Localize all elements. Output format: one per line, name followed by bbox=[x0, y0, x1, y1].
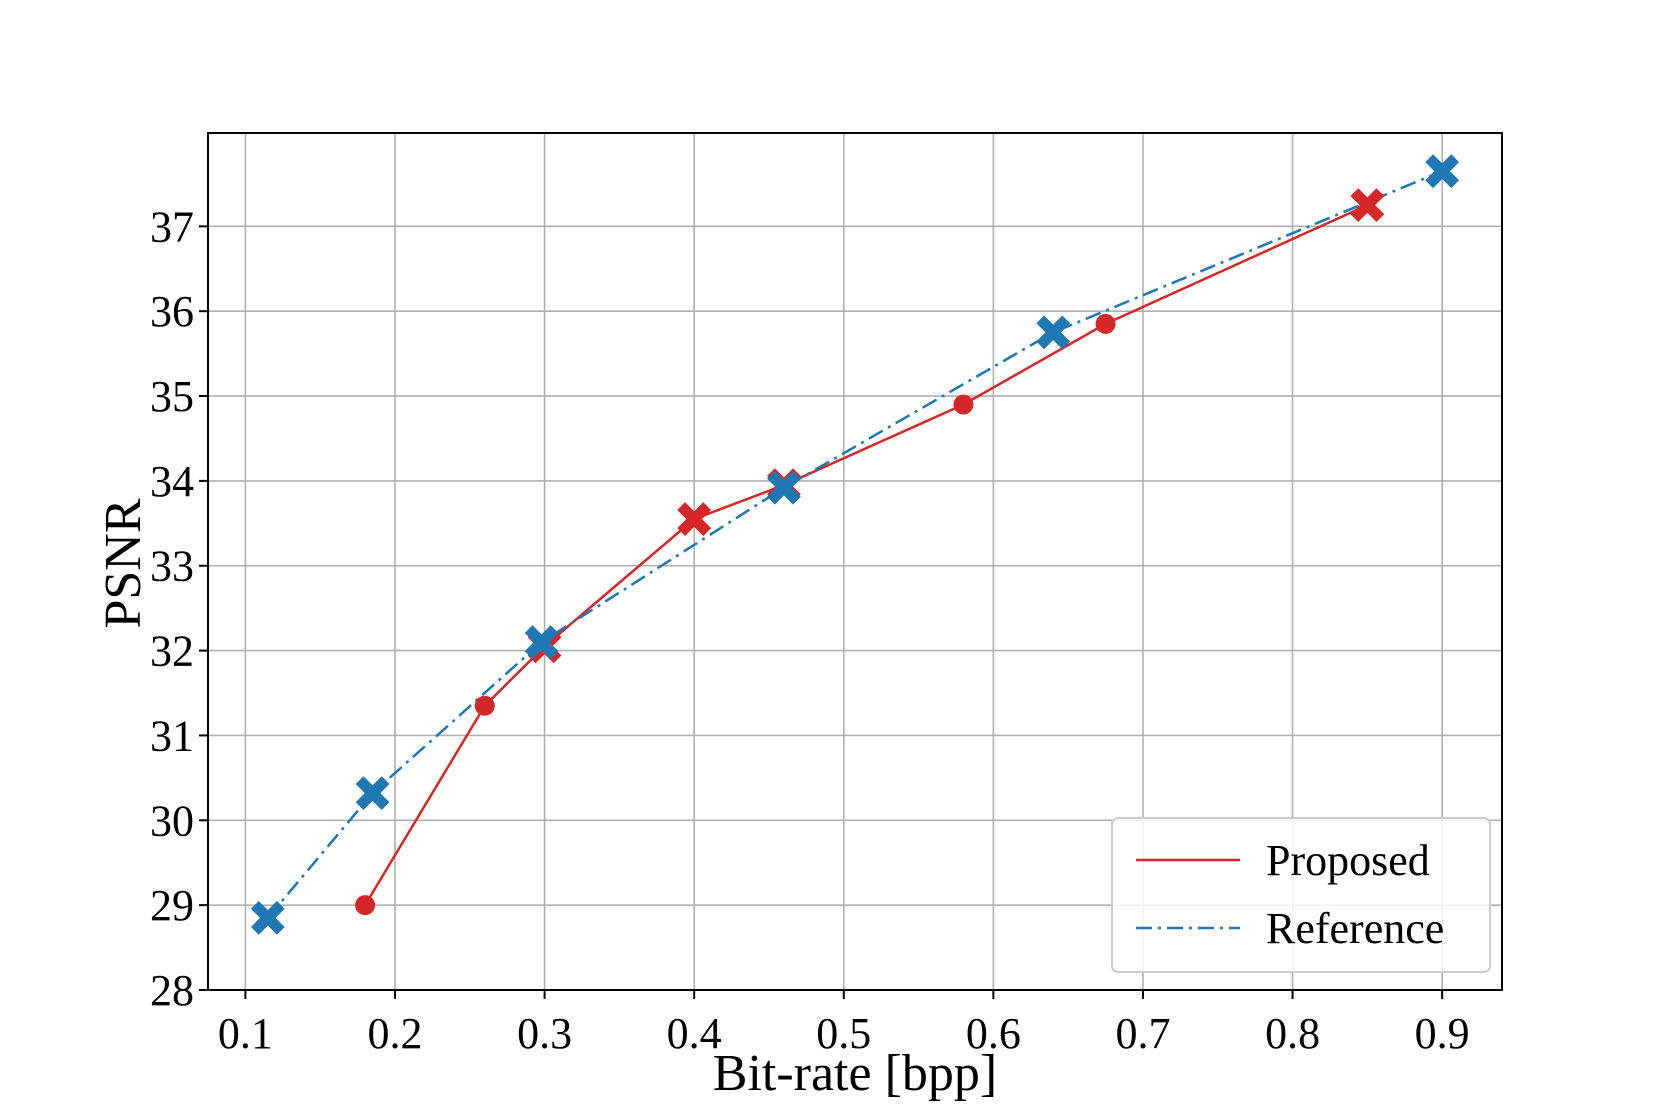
y-axis-title: PSNR bbox=[95, 498, 152, 628]
x-marker-stroke bbox=[1425, 154, 1460, 189]
series-markers bbox=[250, 154, 1460, 935]
axis-ticks: 0.1 0.2 0.3 0.4 0.5 0.6 0.7 0.8 0.9 28 29 30 31 32 33 3… bbox=[150, 202, 1470, 1058]
series-line-proposed bbox=[364, 203, 1368, 906]
x-tick-label: 0.6 bbox=[966, 1009, 1021, 1058]
x-marker-stroke bbox=[767, 470, 801, 505]
x-tick-label: 0.9 bbox=[1415, 1009, 1470, 1058]
y-tick-label: 29 bbox=[150, 881, 194, 930]
x-marker-stroke bbox=[1036, 315, 1071, 350]
x-marker-stroke bbox=[1350, 188, 1385, 223]
y-tick-label: 37 bbox=[150, 202, 194, 251]
x-tick-label: 0.4 bbox=[667, 1009, 722, 1058]
y-tick-label: 36 bbox=[150, 287, 194, 336]
data-point-reference bbox=[1036, 315, 1071, 350]
x-tick-label: 0.7 bbox=[1115, 1009, 1170, 1058]
data-point-proposed bbox=[355, 895, 376, 916]
data-point-proposed bbox=[1095, 313, 1116, 334]
y-tick-label: 33 bbox=[150, 542, 194, 591]
data-point-reference bbox=[524, 625, 559, 659]
data-point-proposed bbox=[677, 502, 712, 536]
data-point-reference bbox=[355, 776, 390, 811]
y-tick-label: 31 bbox=[150, 711, 194, 760]
series-lines bbox=[266, 170, 1443, 919]
x-tick-label: 0.2 bbox=[367, 1009, 422, 1058]
plot-frame bbox=[207, 132, 1503, 991]
data-point-reference bbox=[1425, 154, 1460, 189]
x-tick-label: 0.5 bbox=[816, 1009, 871, 1058]
data-point-proposed bbox=[953, 394, 974, 415]
legend-box bbox=[1111, 817, 1491, 973]
y-tick-label: 28 bbox=[150, 966, 194, 1015]
x-marker-stroke bbox=[250, 900, 285, 935]
legend-label-reference: Reference bbox=[1266, 904, 1444, 953]
x-tick-label: 0.8 bbox=[1265, 1009, 1320, 1058]
x-marker-stroke bbox=[677, 502, 712, 536]
data-point-proposed bbox=[474, 695, 495, 716]
y-tick-label: 34 bbox=[150, 457, 194, 506]
y-tick-label: 32 bbox=[150, 627, 194, 676]
legend: Proposed Reference bbox=[1111, 817, 1491, 973]
x-marker-stroke bbox=[524, 625, 559, 659]
x-axis-title: Bit-rate [bpp] bbox=[713, 1045, 997, 1102]
series-line-reference bbox=[266, 170, 1443, 919]
data-point-proposed bbox=[1350, 188, 1385, 223]
data-point-reference bbox=[250, 900, 285, 935]
y-tick-label: 35 bbox=[150, 372, 194, 421]
x-tick-label: 0.3 bbox=[517, 1009, 572, 1058]
data-point-reference bbox=[767, 470, 801, 505]
x-tick-label: 0.1 bbox=[218, 1009, 273, 1058]
y-tick-label: 30 bbox=[150, 796, 194, 845]
legend-label-proposed: Proposed bbox=[1266, 836, 1430, 885]
x-marker-stroke bbox=[355, 776, 390, 811]
